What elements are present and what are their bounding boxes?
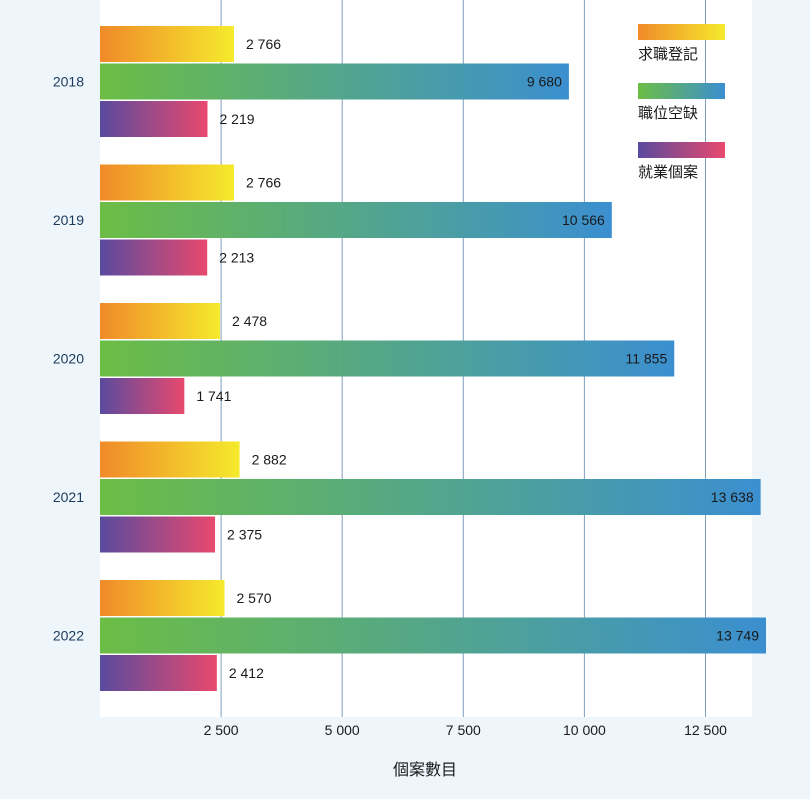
bar-2022-series-2: [100, 655, 217, 691]
value-label: 2 882: [252, 452, 287, 468]
x-tick-label: 2 500: [204, 722, 239, 738]
x-tick-label: 5 000: [325, 722, 360, 738]
x-axis-title: 個案數目: [393, 761, 457, 779]
value-label: 2 570: [236, 590, 271, 606]
value-label: 1 741: [196, 388, 231, 404]
value-label: 10 566: [562, 212, 605, 228]
value-label: 9 680: [527, 74, 562, 90]
value-label: 2 213: [219, 250, 254, 266]
value-axis-ticks: 2 500 5 000 7 500 10 000 12 500: [204, 722, 728, 738]
category-axis: 2018 2019 2020 2021 2022: [53, 74, 84, 644]
category-label: 2022: [53, 628, 84, 644]
value-labels: 2 766 9 680 2 219 2 766 10 566 2 213 2 478 11 8…: [196, 36, 759, 681]
bar-2022-series-1: [100, 617, 767, 654]
bar-2018-series-1: [100, 63, 569, 100]
value-label: 2 766: [246, 175, 281, 191]
bar-2020-series-0: [100, 303, 221, 339]
bar-2021-series-2: [100, 516, 216, 553]
bar-2020-series-1: [100, 340, 675, 377]
value-label: 2 412: [229, 665, 264, 681]
x-tick-label: 7 500: [446, 722, 481, 738]
bar-2019-series-1: [100, 202, 612, 238]
legend-label: 職位空缺: [638, 105, 698, 122]
bar-2020-series-2: [100, 378, 185, 414]
value-label: 2 766: [246, 36, 281, 52]
legend-swatch: [638, 83, 725, 99]
category-label: 2020: [53, 351, 84, 367]
value-label: 2 375: [227, 527, 262, 543]
legend-swatch: [638, 24, 725, 40]
category-label: 2018: [53, 74, 84, 90]
value-label: 13 749: [716, 628, 759, 644]
bar-2021-series-0: [100, 441, 240, 478]
bar-2019-series-2: [100, 239, 208, 276]
bar-2018-series-0: [100, 26, 234, 62]
x-tick-label: 12 500: [684, 722, 727, 738]
value-label: 2 219: [219, 111, 254, 127]
bar-2018-series-2: [100, 101, 208, 137]
legend-label: 求職登記: [638, 46, 698, 63]
category-label: 2019: [53, 212, 84, 228]
value-label: 13 638: [711, 489, 754, 505]
legend-swatch: [638, 142, 725, 158]
x-tick-label: 10 000: [563, 722, 606, 738]
value-label: 11 855: [625, 351, 667, 367]
bar-2022-series-0: [100, 580, 225, 616]
bar-2021-series-1: [100, 479, 761, 515]
bars: [100, 26, 767, 691]
bar-2019-series-0: [100, 164, 234, 201]
legend-label: 就業個案: [638, 163, 698, 181]
value-label: 2 478: [232, 313, 267, 329]
category-label: 2021: [53, 489, 84, 505]
